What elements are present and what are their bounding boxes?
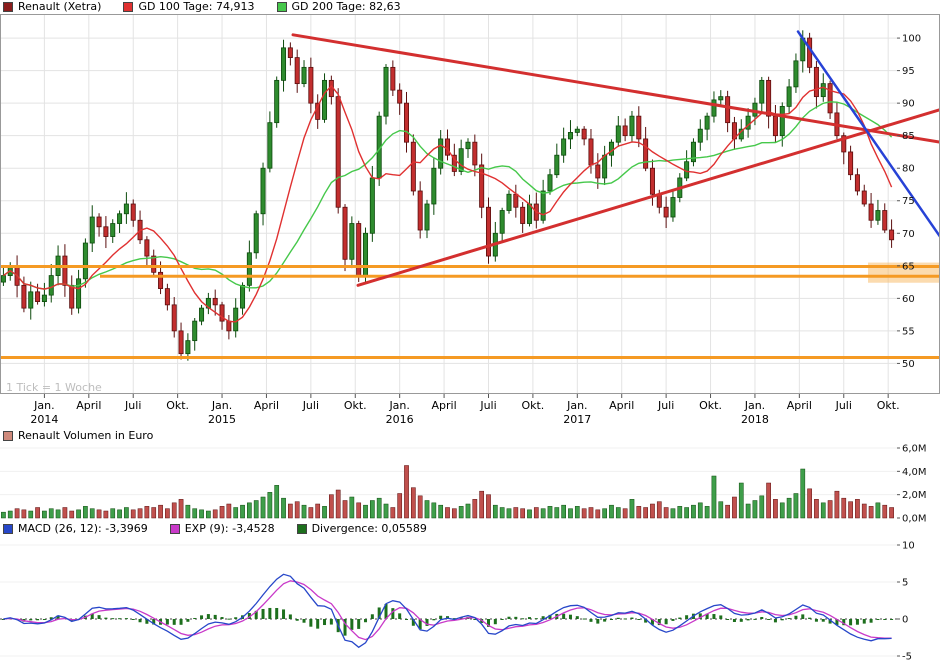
svg-text:2018: 2018 — [741, 413, 769, 426]
tick-interval-note: 1 Tick = 1 Woche — [6, 381, 102, 394]
svg-text:95: 95 — [902, 66, 915, 77]
svg-text:April: April — [432, 399, 457, 412]
macd-legend: MACD (26, 12): -3,3969 EXP (9): -3,4528 … — [3, 523, 427, 535]
svg-text:Jan.: Jan. — [33, 399, 54, 412]
renault-series-swatch-icon — [3, 2, 13, 12]
svg-text:55: 55 — [902, 326, 915, 337]
svg-text:70: 70 — [902, 229, 915, 240]
gd100-swatch-icon — [123, 2, 134, 12]
gd200-label: GD 200 Tage: 82,63 — [291, 0, 401, 13]
exp-label: EXP (9): -3,4528 — [184, 522, 275, 535]
svg-text:65: 65 — [902, 261, 915, 272]
svg-text:0,0M: 0,0M — [902, 514, 927, 524]
svg-text:60: 60 — [902, 294, 915, 305]
svg-text:10: 10 — [902, 541, 915, 552]
svg-text:2014: 2014 — [30, 413, 58, 426]
svg-text:April: April — [254, 399, 279, 412]
svg-text:5: 5 — [902, 578, 908, 589]
svg-text:80: 80 — [902, 164, 915, 175]
divergence-swatch-icon — [296, 524, 307, 534]
macd-label: MACD (26, 12): -3,3969 — [18, 522, 148, 535]
svg-text:Juli: Juli — [302, 399, 319, 412]
svg-text:2016: 2016 — [386, 413, 414, 426]
svg-text:Juli: Juli — [479, 399, 496, 412]
volume-swatch-icon — [3, 431, 13, 441]
divergence-label: Divergence: 0,05589 — [311, 522, 427, 535]
svg-text:Juli: Juli — [835, 399, 852, 412]
svg-text:85: 85 — [902, 131, 915, 142]
svg-text:Jan.: Jan. — [388, 399, 409, 412]
svg-text:75: 75 — [902, 196, 915, 207]
svg-text:2,0M: 2,0M — [902, 490, 927, 501]
legend-item-volume: Renault Volumen in Euro — [3, 430, 153, 442]
svg-text:Okt.: Okt. — [166, 399, 189, 412]
svg-text:2015: 2015 — [208, 413, 236, 426]
price-chart-legend: Renault (Xetra) GD 100 Tage: 74,913 GD 2… — [3, 1, 401, 13]
svg-text:Juli: Juli — [657, 399, 674, 412]
svg-text:4,0M: 4,0M — [902, 467, 927, 478]
svg-text:Jan.: Jan. — [744, 399, 765, 412]
svg-text:6,0M: 6,0M — [902, 444, 927, 455]
svg-text:Jan.: Jan. — [566, 399, 587, 412]
macd-chart: 10 5 0 -5 — [0, 541, 915, 663]
svg-text:50: 50 — [902, 359, 915, 370]
macd-swatch-icon — [3, 524, 13, 534]
svg-text:April: April — [76, 399, 101, 412]
svg-text:April: April — [787, 399, 812, 412]
svg-text:Juli: Juli — [124, 399, 141, 412]
legend-item-gd200: GD 200 Tage: 82,63 — [276, 0, 401, 13]
price-chart: 100 95 90 85 80 75 70 65 60 55 50 — [0, 14, 940, 394]
svg-text:April: April — [609, 399, 634, 412]
svg-text:100: 100 — [902, 34, 921, 45]
legend-item-divergence: Divergence: 0,05589 — [296, 522, 427, 535]
svg-text:Okt.: Okt. — [521, 399, 544, 412]
svg-text:Okt.: Okt. — [344, 399, 367, 412]
gd100-label: GD 100 Tage: 74,913 — [138, 0, 255, 13]
svg-text:Jan.: Jan. — [211, 399, 232, 412]
svg-text:0: 0 — [902, 615, 908, 626]
renault-series-label: Renault (Xetra) — [18, 0, 102, 13]
gd200-swatch-icon — [276, 2, 287, 12]
svg-text:Okt.: Okt. — [699, 399, 722, 412]
svg-text:Okt.: Okt. — [877, 399, 900, 412]
svg-text:-5: -5 — [902, 652, 912, 663]
volume-legend: Renault Volumen in Euro — [3, 430, 153, 442]
volume-chart: 6,0M 4,0M 2,0M 0,0M — [0, 444, 927, 524]
svg-text:90: 90 — [902, 99, 915, 110]
exp-swatch-icon — [169, 524, 180, 534]
legend-item-exp: EXP (9): -3,4528 — [169, 522, 275, 535]
volume-label: Renault Volumen in Euro — [18, 429, 154, 442]
svg-text:2017: 2017 — [563, 413, 591, 426]
legend-item-gd100: GD 100 Tage: 74,913 — [123, 0, 255, 13]
legend-item-macd: MACD (26, 12): -3,3969 — [3, 523, 148, 535]
legend-item-renault: Renault (Xetra) — [3, 1, 101, 13]
